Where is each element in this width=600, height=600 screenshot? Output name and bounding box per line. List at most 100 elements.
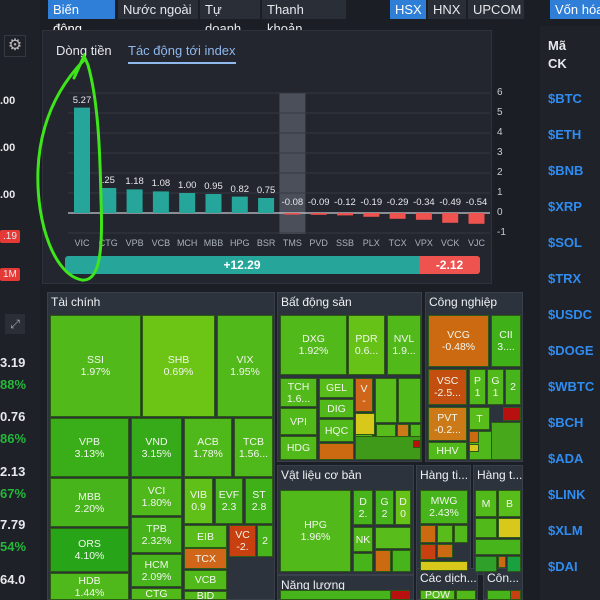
heatmap-tile-hqc[interactable]: HQC [319,419,354,442]
symbol-dai[interactable]: $DAI [548,559,578,574]
symbol-eth[interactable]: $ETH [548,127,582,142]
heatmap-tile-2[interactable]: 2 [257,525,273,557]
heatmap-tile-tch[interactable]: TCH 1.6... [280,378,317,407]
heatmap-tile-t[interactable]: T [469,407,490,430]
symbol-btc[interactable]: $BTC [548,91,582,106]
heatmap-tile-gel[interactable]: GEL [319,378,354,398]
heatmap-tile-small[interactable] [503,407,521,421]
heatmap-tile-ors[interactable]: ORS 4.10% [50,528,129,572]
symbol-sol[interactable]: $SOL [548,235,582,250]
heatmap-tile-vsc[interactable]: VSC -2.5... [428,369,467,405]
heatmap-tile-bid[interactable]: BID [184,591,227,600]
symbol-trx[interactable]: $TRX [548,271,582,286]
heatmap-tile-small[interactable] [353,553,373,572]
tab-3[interactable]: Thanh khoản [262,0,346,36]
heatmap-tile-small[interactable] [454,525,468,543]
sector-title[interactable]: Côn... [487,571,520,585]
heatmap-tile-small[interactable] [392,550,411,572]
heatmap-tile-eib[interactable]: EIB [184,525,227,548]
heatmap-tile-hhv[interactable]: HHV [428,442,467,460]
symbol-ada[interactable]: $ADA [548,451,584,466]
heatmap-tile-small[interactable] [475,556,497,572]
heatmap-tile-nk[interactable]: NK [353,527,373,552]
heatmap-tile-hcm[interactable]: HCM 2.09% [131,554,182,587]
heatmap-tile-evf[interactable]: EVF 2.3 [215,478,243,524]
heatmap-tile-mbb[interactable]: MBB 2.20% [50,478,129,527]
sector-title[interactable]: Vật liệu cơ bản [281,468,362,482]
heatmap-tile-small[interactable] [437,525,453,543]
expand-icon[interactable]: ⤢ [5,314,25,334]
heatmap-tile-2[interactable]: 2 [505,369,521,405]
symbol-bch[interactable]: $BCH [548,415,584,430]
sector-title[interactable]: Năng lượng [281,578,345,592]
heatmap-tile-b[interactable]: B [498,490,521,517]
tab-von-hoa[interactable]: Vốn hóa [550,0,600,19]
heatmap-tile-small[interactable] [510,590,521,600]
sector-title[interactable]: Các dịch... [420,571,477,585]
heatmap-tile-small[interactable] [398,378,421,423]
heatmap-tile-small[interactable] [355,436,421,460]
heatmap-tile-nvl[interactable]: NVL 1.9... [387,315,421,375]
heatmap-tile-tcx[interactable]: TCX [184,548,227,569]
sector-title[interactable]: Hàng t... [477,468,523,482]
heatmap-tile-small[interactable] [375,378,397,423]
heatmap-tile-vc[interactable]: VC -2. [229,525,256,557]
heatmap-tile-small[interactable] [420,561,468,571]
symbol-usdc[interactable]: $USDC [548,307,593,322]
sector-title[interactable]: Tài chính [51,295,101,309]
sector-title[interactable]: Công nghiệp [429,295,498,309]
heatmap-tile-hdg[interactable]: HDG [280,436,317,460]
exchange-tab-1[interactable]: HNX [428,0,466,19]
heatmap-tile-vcb[interactable]: VCB [184,570,227,590]
gear-icon[interactable]: ⚙ [4,35,26,57]
heatmap-tile-acb[interactable]: ACB 1.78% [184,418,232,477]
heatmap-tile-small[interactable] [420,525,436,543]
heatmap-tile-vci[interactable]: VCI 1.80% [131,478,182,516]
exchange-tab-0[interactable]: HSX [390,0,426,19]
heatmap-tile-pvt[interactable]: PVT -0.2... [428,407,467,441]
heatmap-tile-dig[interactable]: DIG [319,399,354,418]
heatmap-tile-tcb[interactable]: TCB 1.56... [234,418,273,477]
tab-tac-dong-toi-index[interactable]: Tác động tới index [128,43,236,64]
heatmap-tile-small[interactable] [475,518,497,538]
symbol-xrp[interactable]: $XRP [548,199,582,214]
heatmap-tile-cii[interactable]: CII 3.... [491,315,521,367]
heatmap-tile-v[interactable]: V- [355,378,373,412]
heatmap-tile-m[interactable]: M [475,490,497,517]
heatmap-tile-small[interactable] [413,440,421,448]
exchange-tab-2[interactable]: UPCOM [468,0,524,19]
heatmap-tile-small[interactable] [469,431,479,443]
symbol-doge[interactable]: $DOGE [548,343,594,358]
heatmap-tile-st[interactable]: ST 2.8 [245,478,273,524]
heatmap-tile-pow[interactable]: POW [420,590,455,600]
heatmap-tile-small[interactable] [498,518,521,538]
heatmap-tile-dxg[interactable]: DXG 1.92% [280,315,347,375]
heatmap-tile-vix[interactable]: VIX 1.95% [217,315,273,417]
heatmap-tile-small[interactable] [437,544,453,558]
heatmap-tile-pdr[interactable]: PDR 0.6... [348,315,385,375]
heatmap-tile-small[interactable] [319,443,354,460]
heatmap-tile-small[interactable] [420,544,436,560]
heatmap-tile-small[interactable] [390,590,410,600]
sector-title[interactable]: Hàng ti... [420,468,469,482]
symbol-bnb[interactable]: $BNB [548,163,584,178]
heatmap-tile-small[interactable] [375,527,411,549]
heatmap-tile-small[interactable] [355,413,375,435]
heatmap-tile-tpb[interactable]: TPB 2.32% [131,517,182,553]
heatmap-tile-hpg[interactable]: HPG 1.96% [280,490,351,572]
heatmap-tile-vpi[interactable]: VPI [280,408,317,435]
heatmap-tile-small[interactable] [498,556,506,568]
heatmap-tile-ctg[interactable]: CTG [131,588,182,600]
heatmap-tile-d[interactable]: D 2. [353,490,373,525]
symbol-link[interactable]: $LINK [548,487,586,502]
symbol-xlm[interactable]: $XLM [548,523,583,538]
heatmap-tile-vib[interactable]: VIB 0.9 [184,478,213,524]
symbol-wbtc[interactable]: $WBTC [548,379,595,394]
tab-1[interactable]: Nước ngoài [118,0,198,19]
heatmap-tile-vpb[interactable]: VPB 3.13% [50,418,129,477]
heatmap-tile-small[interactable] [475,539,521,555]
